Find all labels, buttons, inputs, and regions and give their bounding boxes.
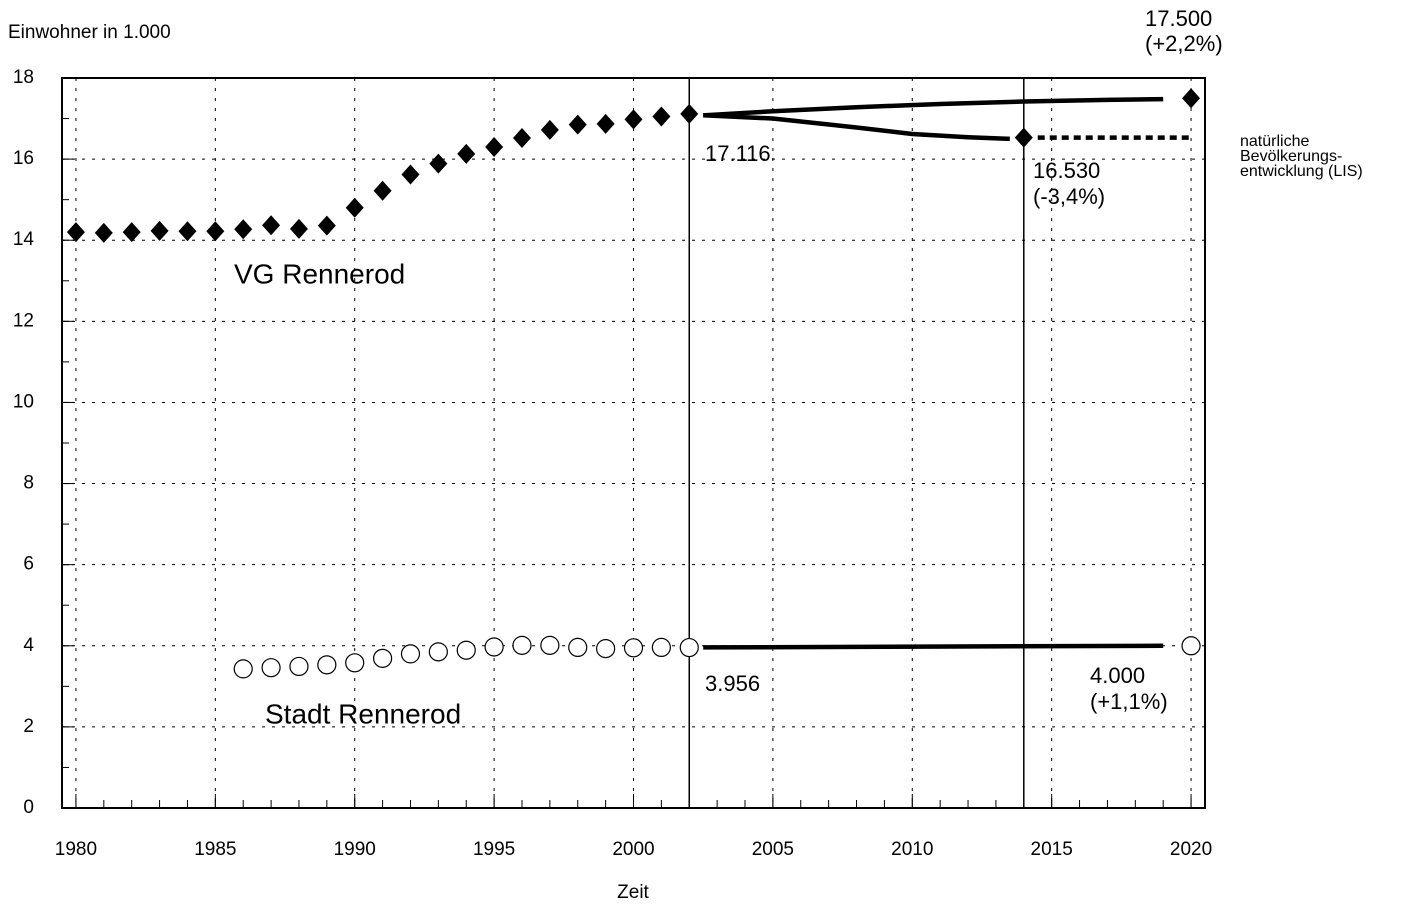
circle-marker: [484, 637, 504, 657]
series-label: Stadt Rennerod: [265, 698, 461, 729]
y-tick-label: 2: [23, 716, 34, 737]
diamond-marker: [680, 103, 699, 124]
x-axis-label: Zeit: [617, 882, 649, 903]
circle-marker: [568, 637, 588, 658]
diamond-marker: [373, 180, 392, 201]
x-tick-label: 1980: [55, 839, 97, 860]
annotation: entwicklung (LIS): [1240, 163, 1363, 180]
annotation: 16.530: [1033, 158, 1100, 183]
circle-marker: [540, 635, 560, 655]
x-tick-label: 1985: [194, 839, 236, 860]
annotation: natürliche: [1240, 133, 1309, 150]
y-tick-label: 12: [13, 310, 34, 331]
diamond-marker: [485, 136, 504, 157]
y-tick-label: 16: [13, 148, 34, 169]
annotation: 4.000: [1090, 663, 1145, 688]
x-tick-label: 1995: [473, 839, 515, 860]
diamond-marker: [262, 215, 281, 236]
y-tick-label: 4: [23, 635, 34, 656]
circle-marker: [428, 642, 448, 662]
y-tick-label: 6: [23, 554, 34, 575]
diamond-marker: [512, 128, 531, 149]
diamond-marker: [178, 221, 197, 242]
circle-marker: [289, 656, 309, 677]
diamond-marker: [652, 106, 671, 127]
y-tick-label: 10: [13, 391, 34, 412]
diamond-marker: [122, 222, 141, 243]
x-tick-label: 2005: [752, 839, 794, 860]
diamond-marker: [429, 153, 448, 174]
circle-marker: [651, 637, 671, 658]
circle-marker: [512, 635, 532, 655]
diamond-marker: [1182, 88, 1201, 109]
x-tick-label: 2000: [612, 839, 654, 860]
diamond-marker: [568, 114, 587, 135]
circle-marker: [345, 653, 365, 673]
y-tick-label: 8: [23, 473, 34, 494]
circle-marker: [1181, 636, 1201, 656]
y-tick-label: 0: [23, 797, 34, 818]
diamond-marker: [94, 222, 113, 243]
circle-marker: [233, 659, 253, 679]
circle-marker: [261, 658, 281, 678]
x-tick-label: 2010: [891, 839, 933, 860]
projection-line: [703, 643, 1164, 650]
circle-marker: [623, 638, 644, 658]
diamond-marker: [66, 222, 85, 243]
annotation: Bevölkerungs-: [1240, 148, 1342, 165]
y-tick-label: 14: [13, 229, 35, 250]
annotation: (-3,4%): [1033, 184, 1105, 209]
diamond-marker: [345, 197, 364, 218]
diamond-marker: [457, 143, 476, 164]
annotation: 17.116: [705, 141, 771, 166]
circle-marker: [400, 644, 421, 664]
annotation: (+2,2%): [1145, 31, 1223, 56]
circle-marker: [679, 637, 699, 658]
diamond-marker: [289, 218, 308, 239]
projection-line: [703, 113, 1010, 142]
diamond-marker: [317, 215, 336, 236]
diamond-marker: [206, 221, 225, 242]
circle-marker: [596, 639, 616, 659]
annotation: 3.956: [705, 671, 760, 696]
diamond-marker: [1014, 127, 1033, 148]
series-label: VG Rennerod: [234, 258, 405, 289]
diamond-marker: [624, 109, 643, 130]
annotation: (+1,1%): [1090, 689, 1168, 714]
circle-marker: [372, 648, 393, 668]
x-tick-label: 2020: [1170, 839, 1212, 860]
diamond-marker: [401, 164, 420, 185]
annotation: 17.500: [1145, 6, 1212, 31]
diamond-marker: [234, 219, 253, 240]
x-tick-label: 1990: [334, 839, 376, 860]
projection-line: [703, 96, 1164, 118]
plot-frame: [61, 77, 1206, 809]
y-tick-label: 18: [13, 67, 34, 88]
circle-marker: [317, 655, 337, 675]
diamond-marker: [596, 113, 615, 134]
y-axis-label: Einwohner in 1.000: [8, 22, 171, 43]
diamond-marker: [540, 119, 559, 140]
x-tick-label: 2015: [1031, 839, 1073, 860]
circle-marker: [456, 640, 476, 660]
diamond-marker: [150, 220, 169, 241]
